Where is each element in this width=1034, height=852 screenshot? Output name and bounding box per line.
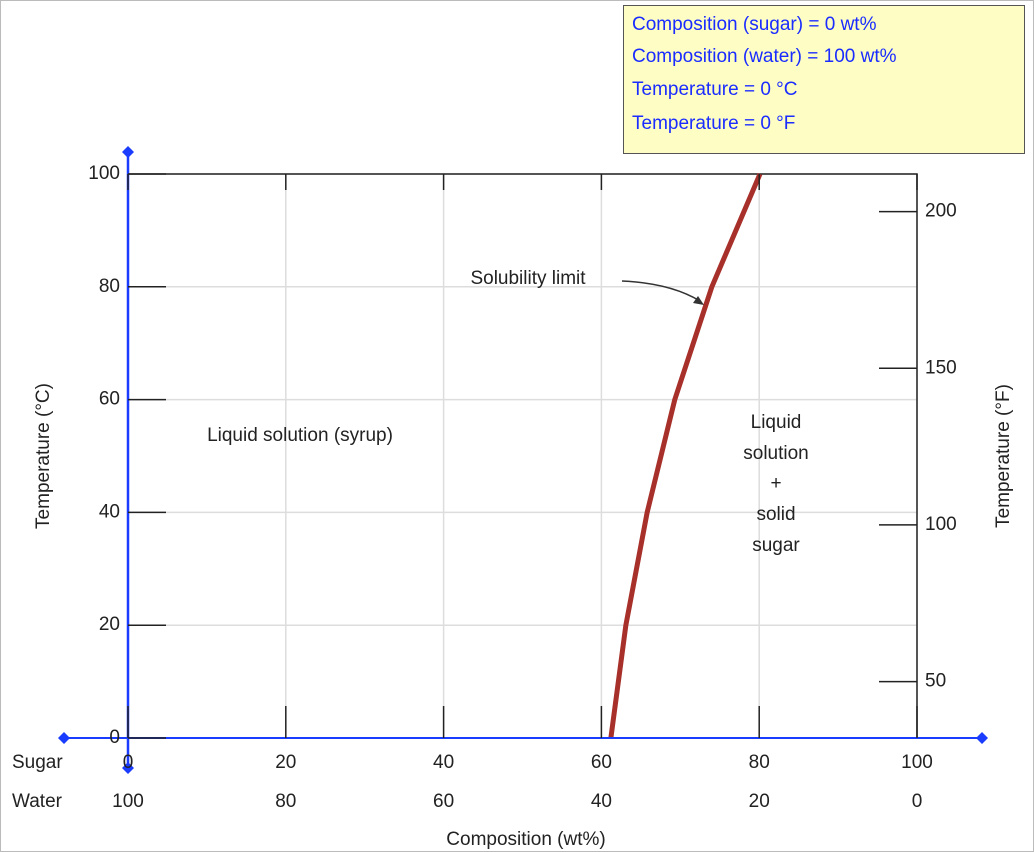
y2-tick-label: 200 <box>925 201 957 222</box>
region-label: solution <box>743 443 809 464</box>
curve-annotation: Solubility limit <box>470 268 586 289</box>
x-row-label: Sugar <box>12 752 63 773</box>
x-row-label: Water <box>12 791 63 812</box>
region-label: Liquid <box>751 412 802 433</box>
region-label: solid <box>756 504 795 525</box>
region-label: + <box>770 473 781 494</box>
x-tick-label: 0 <box>123 752 134 773</box>
y-tick-label: 20 <box>99 614 120 635</box>
x2-tick-label: 40 <box>591 791 612 812</box>
annotation-arrow <box>621 280 701 302</box>
x-tick-label: 40 <box>433 752 454 773</box>
annotation-arrowhead <box>693 296 704 305</box>
solubility-curve <box>608 173 763 739</box>
y-tick-label: 100 <box>88 163 120 184</box>
readout-line: Composition (sugar) = 0 wt% <box>632 14 877 35</box>
readout-line: Temperature = 0 °C <box>632 79 797 100</box>
y-axis-label: Temperature (°C) <box>33 383 54 529</box>
y2-tick-label: 50 <box>925 671 946 692</box>
x2-tick-label: 100 <box>112 791 144 812</box>
x2-tick-label: 60 <box>433 791 454 812</box>
readout-line: Composition (water) = 100 wt% <box>632 46 897 67</box>
y-tick-label: 0 <box>109 727 120 748</box>
readout-line: Temperature = 0 °F <box>632 113 795 134</box>
y-tick-label: 60 <box>99 389 120 410</box>
x-tick-label: 80 <box>749 752 770 773</box>
y-tick-label: 80 <box>99 276 120 297</box>
region-label: Liquid solution (syrup) <box>207 425 393 446</box>
x-tick-label: 60 <box>591 752 612 773</box>
y2-tick-label: 100 <box>925 514 957 535</box>
x2-tick-label: 80 <box>275 791 296 812</box>
x-tick-label: 20 <box>275 752 296 773</box>
x2-tick-label: 0 <box>912 791 923 812</box>
x-axis-label: Composition (wt%) <box>446 829 605 850</box>
x2-tick-label: 20 <box>749 791 770 812</box>
y2-tick-label: 150 <box>925 357 957 378</box>
y2-axis-label: Temperature (°F) <box>993 384 1014 528</box>
region-label: sugar <box>752 535 800 556</box>
y-tick-label: 40 <box>99 501 120 522</box>
readout-box <box>623 5 1025 154</box>
x-tick-label: 100 <box>901 752 933 773</box>
